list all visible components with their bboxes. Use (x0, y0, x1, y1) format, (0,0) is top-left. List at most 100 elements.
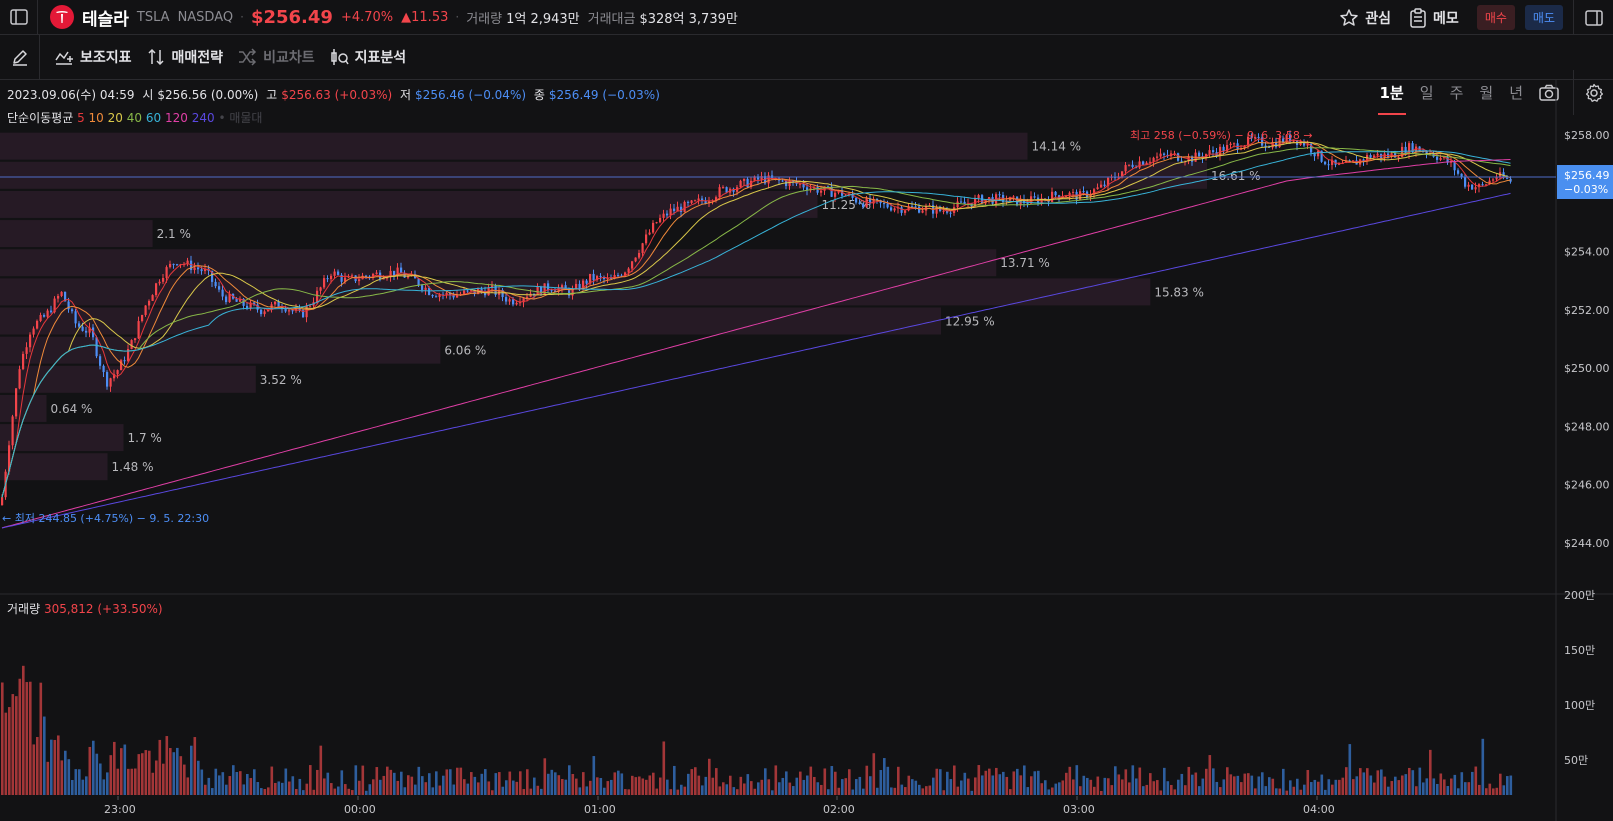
info-datetime: 2023.09.06(수) 04:59 (7, 88, 135, 102)
volume-bar (414, 784, 417, 795)
candle-body (1068, 192, 1071, 197)
volume-bar (172, 752, 176, 795)
candle-body (1299, 141, 1302, 145)
candle-body (1485, 184, 1488, 186)
candle-body (1107, 177, 1110, 186)
volume-bar (291, 776, 295, 795)
buy-button[interactable]: 매수 (1476, 5, 1515, 30)
volume-bar (683, 786, 687, 795)
volume-bar (1422, 782, 1425, 795)
volume-bar (1261, 772, 1264, 795)
candle-body (1243, 145, 1246, 149)
candle-body (1271, 142, 1274, 148)
moving-average-legend[interactable]: 단순이동평균 5 10 20 40 60 120 240 • 매물대 (7, 109, 262, 126)
candle-body (466, 290, 469, 292)
candle-body (585, 280, 588, 284)
candle-body (862, 203, 865, 208)
volume-bar (1229, 774, 1233, 795)
volume-bar (743, 783, 746, 795)
volume-bar (1243, 773, 1247, 795)
candle-body (683, 201, 686, 212)
volume-bar (918, 784, 921, 795)
open-value: $256.56 (0.00%) (157, 88, 259, 102)
period-day[interactable]: 일 (1419, 84, 1434, 102)
candle-body (445, 292, 448, 295)
volume-bar (1429, 749, 1432, 795)
candle-body (1411, 143, 1414, 153)
volume-bar (456, 767, 459, 795)
candle-body (165, 267, 168, 278)
volume-bar (498, 772, 501, 795)
sell-button[interactable]: 매도 (1524, 5, 1563, 30)
candle-body (67, 301, 70, 310)
draw-tool-button[interactable] (0, 35, 40, 79)
screenshot-button[interactable] (1539, 70, 1559, 115)
candle-body (319, 287, 322, 291)
candle-body (662, 213, 665, 218)
candle-body (1093, 189, 1096, 195)
volume-profile-label: 11.25 % (822, 198, 872, 212)
volume-bar (1009, 789, 1012, 795)
indicator-button[interactable]: 보조지표 (54, 47, 132, 67)
settings-button[interactable] (1573, 70, 1613, 115)
volume-bar (330, 783, 333, 795)
candle-body (372, 273, 375, 278)
watchlist-button[interactable]: 관심 (1339, 8, 1391, 28)
candle-body (1327, 164, 1330, 166)
panel-toggle-button[interactable] (1573, 0, 1613, 35)
candle-body (554, 290, 557, 292)
period-year[interactable]: 년 (1509, 84, 1523, 102)
price-chart[interactable]: 14.14 % 16.61 % 11.25 % 2.1 % 13.71 % 15.83 %… (0, 80, 1613, 821)
volume-bar (848, 769, 851, 795)
volume-bar (46, 761, 50, 795)
volume-bar (1184, 785, 1187, 795)
candle-body (1096, 187, 1099, 190)
candle-body (190, 260, 193, 271)
stock-name: 테슬라 (82, 9, 129, 30)
volume-bar (452, 784, 456, 795)
candle-body (1117, 177, 1120, 179)
volume-bar (603, 787, 606, 795)
volume-bar (1380, 769, 1383, 795)
candle-body (1051, 191, 1054, 202)
candle-body (760, 176, 763, 180)
candle-body (750, 180, 753, 188)
volume-profile-label: 1.7 % (128, 431, 162, 445)
sidebar-toggle-button[interactable] (0, 0, 38, 34)
period-1min[interactable]: 1분 (1377, 70, 1407, 115)
candle-body (452, 295, 455, 298)
candle-body (186, 260, 189, 265)
volume-bar (862, 788, 865, 795)
candle-body (417, 278, 420, 286)
volume-bar (1467, 782, 1471, 795)
volume-bar (1492, 788, 1495, 795)
volume-bar (806, 775, 809, 795)
volume-bar (561, 779, 564, 795)
period-week[interactable]: 주 (1449, 84, 1464, 102)
candle-body (323, 278, 326, 288)
compare-chart-button[interactable]: 비교차트 (237, 47, 315, 67)
volume-bar (312, 789, 316, 795)
volume-bar (697, 775, 701, 795)
volume-bar (1156, 780, 1159, 795)
memo-button[interactable]: 메모 (1409, 7, 1459, 28)
volume-profile-label: 12.95 % (945, 315, 995, 329)
volume-bar (1369, 775, 1373, 795)
volume-bar (1257, 776, 1261, 795)
period-month[interactable]: 월 (1479, 84, 1494, 102)
analysis-button[interactable]: 지표분석 (329, 47, 406, 67)
volume-bar (442, 775, 445, 795)
candle-body (1492, 179, 1495, 181)
volume-bar (204, 784, 207, 795)
volume-bar (148, 750, 151, 795)
exchange: NASDAQ (177, 9, 234, 25)
candle-body (176, 264, 179, 266)
volume-bar (897, 766, 900, 795)
volume-bar (246, 774, 249, 795)
volume-bar (1488, 783, 1492, 795)
volume-bar (438, 785, 442, 795)
candle-body (1191, 156, 1194, 162)
volume-bar (144, 750, 148, 795)
volume-bar (792, 786, 795, 795)
strategy-button[interactable]: 매매전략 (146, 47, 223, 67)
